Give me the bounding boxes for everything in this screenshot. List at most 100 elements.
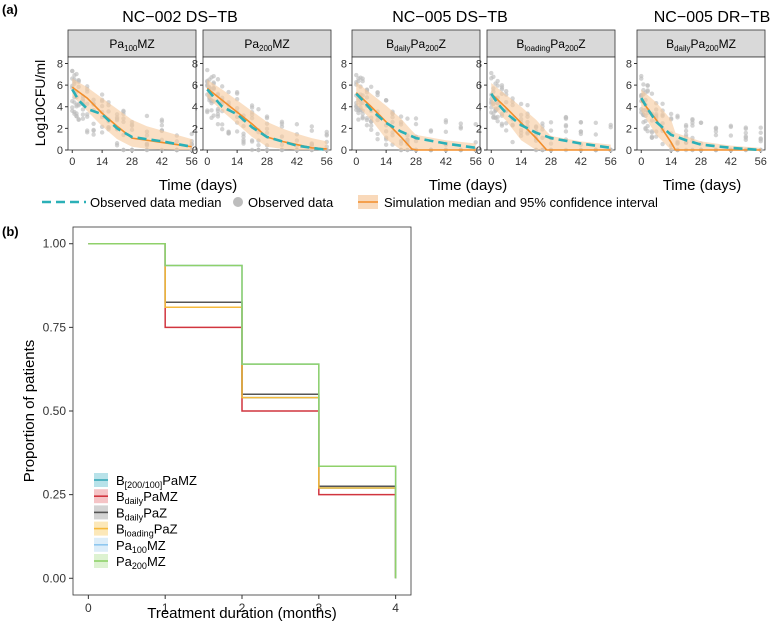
observed-point xyxy=(443,129,449,135)
observed-point xyxy=(76,117,81,122)
x-tick-label: 42 xyxy=(575,156,587,168)
y-axis-label: Proportion of patients xyxy=(21,340,38,483)
observed-point xyxy=(499,83,505,88)
y-tick-label: 8 xyxy=(626,58,632,70)
x-tick-label: 28 xyxy=(545,156,557,168)
observed-point xyxy=(256,107,261,112)
observed-point xyxy=(683,128,689,134)
x-tick-label: 14 xyxy=(515,156,527,168)
facet-strip-label: BloadingPa200Z xyxy=(516,37,585,53)
observed-point xyxy=(510,139,515,145)
y-tick-label: 8 xyxy=(57,58,63,70)
x-tick-label: 42 xyxy=(725,156,737,168)
observed-point xyxy=(649,135,655,140)
label-text: PaZ xyxy=(154,522,178,537)
label-text: Z xyxy=(578,37,585,51)
y-tick-label: 6 xyxy=(192,80,198,92)
observed-point xyxy=(639,73,644,79)
study-label: NC−005 DR−TB xyxy=(654,9,771,26)
observed-point xyxy=(354,72,359,78)
observed-point xyxy=(159,123,165,128)
observed-point xyxy=(189,131,194,137)
observed-point xyxy=(645,89,650,94)
observed-point xyxy=(159,117,165,122)
observed-point xyxy=(713,129,719,134)
observed-point xyxy=(234,91,240,96)
observed-point xyxy=(518,101,524,107)
observed-point xyxy=(698,120,704,126)
observed-point xyxy=(578,120,584,125)
observed-point xyxy=(205,109,210,115)
x-tick-label: 14 xyxy=(96,156,108,168)
label-subscript: loading xyxy=(125,529,154,539)
observed-point xyxy=(645,123,650,129)
label-subscript: daily xyxy=(125,512,144,522)
label-text: Pa xyxy=(411,37,426,51)
label-text: MZ xyxy=(147,538,166,553)
y-tick-label: 6 xyxy=(626,80,632,92)
observed-point xyxy=(264,114,270,119)
observed-point xyxy=(256,142,261,148)
panel-b-label: (b) xyxy=(2,224,19,239)
observed-point xyxy=(660,101,665,106)
simulation-median-line xyxy=(490,93,611,151)
facet-strip-label: BdailyPa200Z xyxy=(386,37,446,53)
observed-point xyxy=(645,128,650,134)
panel-a-label: (a) xyxy=(2,2,18,17)
observed-point xyxy=(91,127,96,133)
observed-point xyxy=(121,147,126,153)
label-text: B xyxy=(666,37,674,51)
label-text: Pa xyxy=(116,538,133,553)
observed-point xyxy=(473,122,478,127)
observed-point xyxy=(220,84,225,89)
y-tick-label: 0 xyxy=(57,145,63,157)
observed-median-line xyxy=(490,93,611,150)
y-tick-label: 6 xyxy=(476,80,482,92)
observed-point xyxy=(743,130,748,136)
observed-point xyxy=(563,115,569,120)
y-tick-label: 0.25 xyxy=(43,488,67,502)
observed-point xyxy=(495,114,500,120)
observed-point xyxy=(405,116,410,121)
observed-median-line xyxy=(206,88,327,152)
observed-point xyxy=(499,121,505,126)
y-tick-label: 0.75 xyxy=(43,320,67,334)
observed-point xyxy=(264,147,270,153)
observed-point xyxy=(758,130,763,135)
x-tick-label: 56 xyxy=(186,156,198,168)
observed-median-line xyxy=(640,97,761,152)
x-tick-label: 42 xyxy=(440,156,452,168)
observed-point xyxy=(690,120,695,125)
facet-strip xyxy=(486,29,616,58)
observed-point xyxy=(668,111,674,117)
y-tick-label: 4 xyxy=(341,102,347,114)
panel-b-step-plot: 0 1 2 3 4 0.00 0.25 0.50 0.75 1.00 Treatment durat… xyxy=(21,226,412,622)
observed-point xyxy=(324,129,329,135)
observed-point xyxy=(309,124,314,129)
observed-point xyxy=(495,83,500,88)
label-subscript: 200 xyxy=(565,44,579,53)
simulation-median-line xyxy=(355,92,476,151)
x-tick-label: 0 xyxy=(488,156,494,168)
observed-point xyxy=(241,141,246,146)
observed-point xyxy=(360,111,365,117)
observed-point xyxy=(70,68,75,74)
observed-point xyxy=(383,142,389,147)
x-axis-label: Time (days) xyxy=(429,177,508,194)
observed-point xyxy=(713,132,719,138)
x-tick-label: 14 xyxy=(380,156,392,168)
legend-label-observed-median: Observed data median xyxy=(90,195,222,210)
study-label: NC−002 DS−TB xyxy=(122,9,238,26)
observed-point xyxy=(713,125,719,130)
x-tick-label: 0 xyxy=(638,156,644,168)
observed-point xyxy=(205,67,210,73)
y-tick-label: 4 xyxy=(57,102,63,114)
observed-point xyxy=(215,108,221,114)
observed-point xyxy=(114,143,120,148)
legend-swatch-observed-data xyxy=(233,197,243,207)
observed-point xyxy=(356,117,361,122)
observed-point xyxy=(76,78,81,83)
x-tick-label: 28 xyxy=(410,156,422,168)
